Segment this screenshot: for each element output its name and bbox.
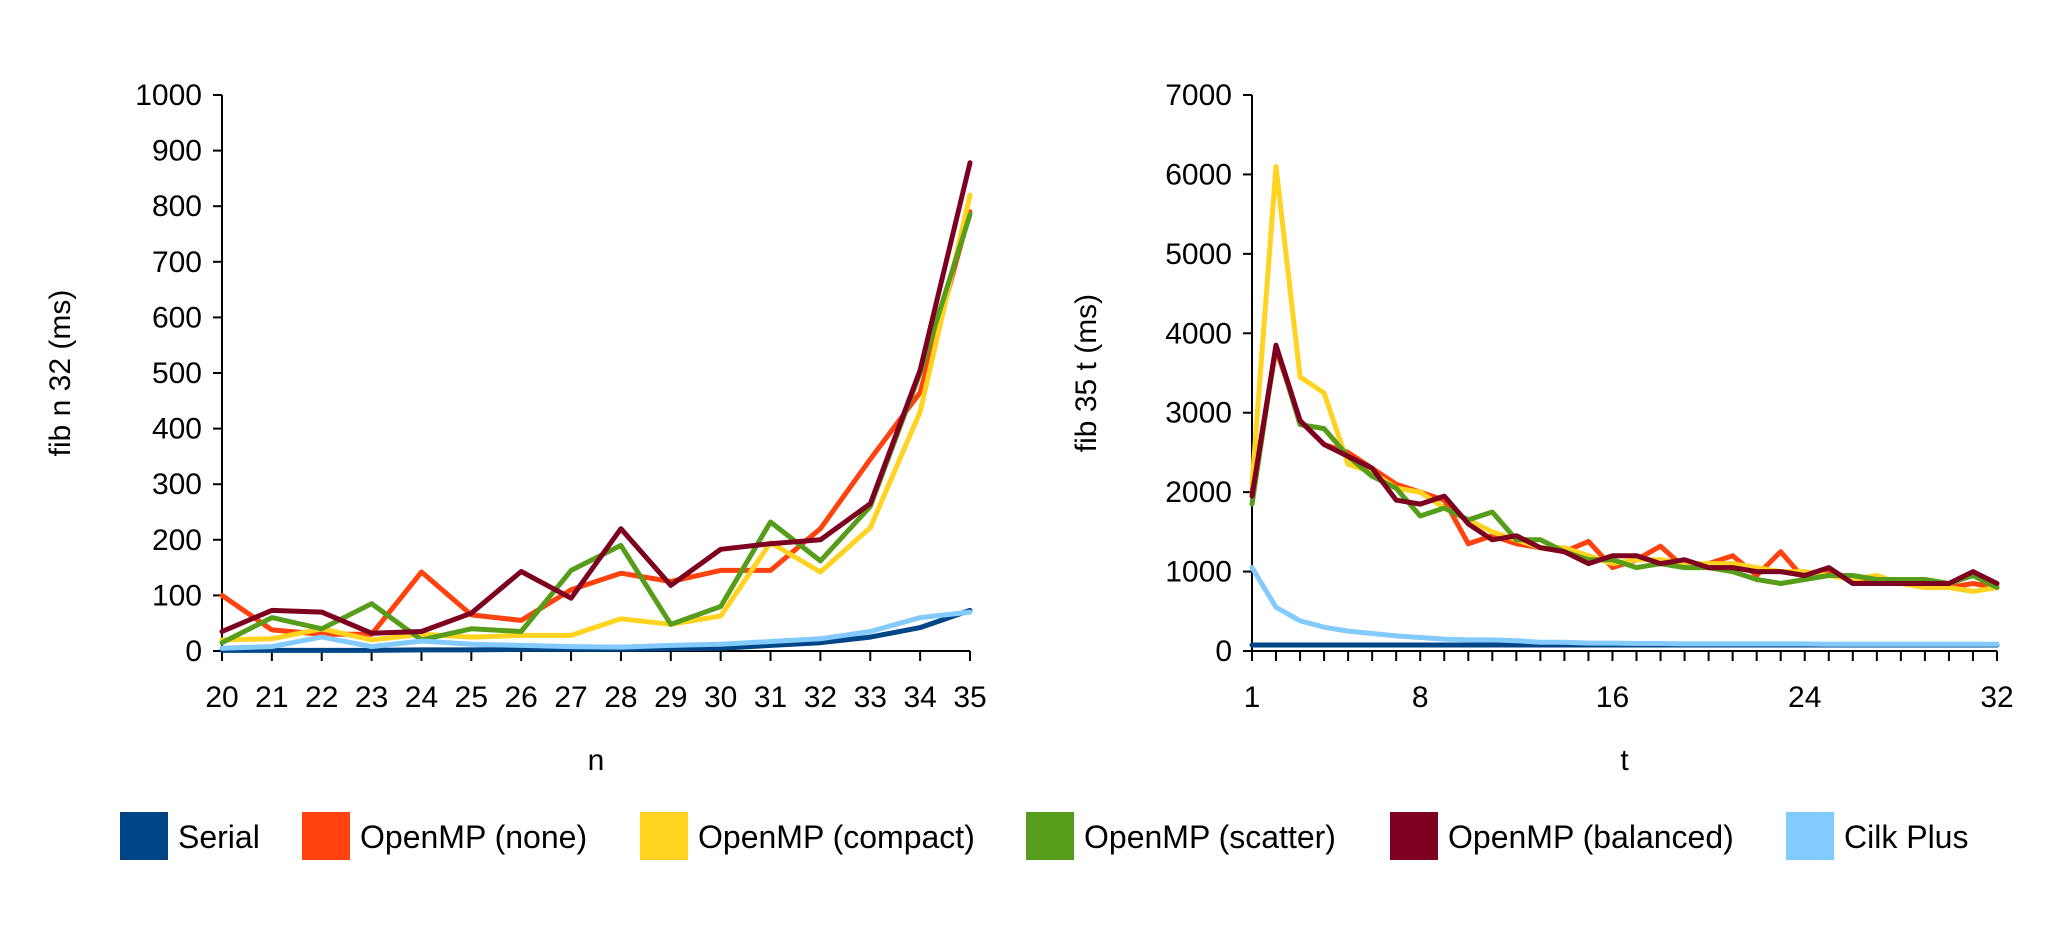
chart2-y-tick-label: 4000 (1165, 317, 1232, 350)
chart2-series-openmp-balanced (1249, 342, 2000, 586)
chart2-y-axis-title: fib 35 t (ms) (1070, 294, 1103, 452)
chart2-series-openmp-compact (1249, 164, 2000, 594)
chart1-x-tick-label: 22 (305, 681, 338, 714)
chart1-x-tick-label: 30 (704, 681, 737, 714)
legend-swatch-openmp-scatter (1026, 812, 1074, 860)
legend-swatch-openmp-compact (640, 812, 688, 860)
chart1-x-tick-label: 20 (205, 681, 238, 714)
chart1-y-tick-label: 900 (152, 135, 202, 168)
chart1-x-tick-label: 21 (255, 681, 288, 714)
chart1-x-tick-label: 33 (854, 681, 887, 714)
chart2-y-tick-label: 2000 (1165, 476, 1232, 509)
legend-label-openmp-none: OpenMP (none) (360, 819, 587, 855)
chart2-x-axis-title: t (1620, 744, 1629, 777)
legend-label-openmp-scatter: OpenMP (scatter) (1084, 819, 1336, 855)
chart2-y-tick-label: 5000 (1165, 238, 1232, 271)
chart1-x-tick-label: 25 (455, 681, 488, 714)
chart2-y-tick-label: 6000 (1165, 158, 1232, 191)
chart2-series-cilk-plus (1249, 565, 2000, 647)
chart2-y-tick-label: 3000 (1165, 397, 1232, 430)
chart1-y-tick-label: 100 (152, 579, 202, 612)
chart1-x-tick-label: 32 (804, 681, 837, 714)
legend-label-openmp-compact: OpenMP (compact) (698, 819, 975, 855)
chart1-y-tick-label: 800 (152, 190, 202, 223)
chart1-y-tick-label: 1000 (135, 79, 202, 112)
chart1-y-axis-title: fib n 32 (ms) (44, 290, 77, 457)
legend-swatch-openmp-none (302, 812, 350, 860)
chart2-x-tick-label: 32 (1980, 681, 2013, 714)
chart2-y-tick-label: 0 (1215, 635, 1232, 668)
chart1-x-tick-label: 27 (554, 681, 587, 714)
legend-swatch-openmp-balanced (1390, 812, 1438, 860)
chart1-y-tick-label: 500 (152, 357, 202, 390)
chart1-y-tick-label: 0 (185, 635, 202, 668)
chart2-y-tick-label: 7000 (1165, 79, 1232, 112)
legend-label-cilk-plus: Cilk Plus (1844, 819, 1968, 855)
chart1-y-tick-label: 400 (152, 413, 202, 446)
legend-label-serial: Serial (178, 819, 260, 855)
chart2-series-openmp-scatter (1249, 342, 2000, 590)
chart1-series-openmp-scatter (219, 212, 973, 646)
chart1-series-openmp-balanced (219, 160, 973, 636)
chart1-y-tick-label: 200 (152, 524, 202, 557)
chart1-series-openmp-none (219, 209, 973, 637)
chart1-x-tick-label: 35 (953, 681, 986, 714)
chart1-x-tick-label: 34 (903, 681, 936, 714)
chart2-x-tick-label: 24 (1788, 681, 1821, 714)
chart1-x-tick-label: 28 (604, 681, 637, 714)
chart1-x-tick-label: 29 (654, 681, 687, 714)
chart2-x-tick-label: 8 (1412, 681, 1429, 714)
chart2-y-tick-label: 1000 (1165, 556, 1232, 589)
chart1-y-tick-label: 600 (152, 301, 202, 334)
chart1-x-tick-label: 24 (405, 681, 438, 714)
chart2-x-tick-label: 16 (1596, 681, 1629, 714)
chart1-x-tick-label: 31 (754, 681, 787, 714)
legend-swatch-cilk-plus (1786, 812, 1834, 860)
chart2-x-tick-label: 1 (1244, 681, 1261, 714)
chart1-x-tick-label: 23 (355, 681, 388, 714)
chart1-series-openmp-compact (219, 192, 973, 643)
legend-swatch-serial (120, 812, 168, 860)
chart1-x-tick-label: 26 (505, 681, 538, 714)
chart1-y-tick-label: 700 (152, 246, 202, 279)
legend-label-openmp-balanced: OpenMP (balanced) (1448, 819, 1734, 855)
chart1-x-axis-title: n (588, 744, 605, 777)
chart1-series-cilk-plus (219, 609, 973, 651)
chart1-y-tick-label: 300 (152, 468, 202, 501)
